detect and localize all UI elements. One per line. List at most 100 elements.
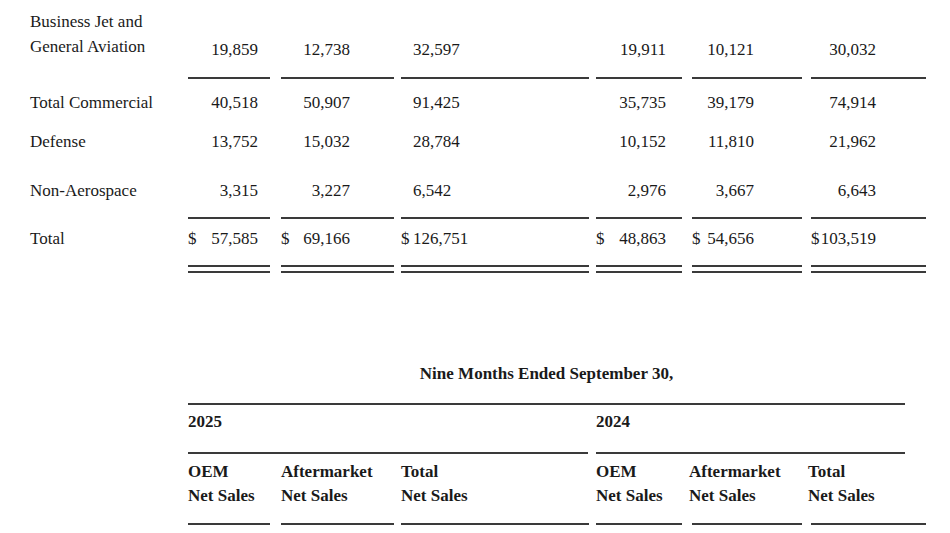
double-rule xyxy=(401,265,589,273)
table-cell: 19,859 xyxy=(188,38,270,61)
column-header-line1: Aftermarket xyxy=(689,460,781,484)
cell-value: 91,425 xyxy=(401,91,589,114)
row-label-line2: General Aviation xyxy=(30,34,145,59)
column-header-line1: Total xyxy=(401,460,468,484)
row-label-total-commercial: Total Commercial xyxy=(30,91,153,114)
currency-symbol: $ xyxy=(281,227,290,250)
table-cell: $126,751 xyxy=(401,227,589,250)
column-header-line1: Aftermarket xyxy=(281,460,373,484)
cell-value: 19,859 xyxy=(188,38,270,61)
column-header-line2: Net Sales xyxy=(808,484,875,508)
cell-value: 30,032 xyxy=(811,38,926,61)
double-rule xyxy=(188,265,270,273)
financial-statement-page: Business Jet and General Aviation 19,859… xyxy=(0,0,950,533)
column-header-line2: Net Sales xyxy=(596,484,663,508)
cell-value: 13,752 xyxy=(188,130,270,153)
column-rule xyxy=(692,77,802,79)
cell-value: 3,227 xyxy=(281,179,394,202)
column-header-total-2024: Total Net Sales xyxy=(808,460,875,508)
column-rule xyxy=(596,523,682,525)
table-cell: 39,179 xyxy=(692,91,802,114)
column-rule xyxy=(188,523,270,525)
cell-value: 69,166 xyxy=(281,227,394,250)
column-header-line1: Total xyxy=(808,460,875,484)
cell-value: 57,585 xyxy=(188,227,270,250)
column-rule xyxy=(188,77,270,79)
year-2024-header: 2024 xyxy=(596,410,630,433)
double-rule xyxy=(596,265,682,273)
row-label-non-aerospace: Non-Aerospace xyxy=(30,179,137,202)
table-cell: 32,597 xyxy=(401,38,589,61)
year-2024-rule xyxy=(596,452,905,454)
double-rule xyxy=(692,265,802,273)
cell-value: 103,519 xyxy=(811,227,926,250)
cell-value: 10,121 xyxy=(692,38,802,61)
column-rule xyxy=(692,217,802,219)
table-cell: $48,863 xyxy=(596,227,682,250)
table-cell: 12,738 xyxy=(281,38,394,61)
table-cell: 28,784 xyxy=(401,130,589,153)
table-cell: 30,032 xyxy=(811,38,926,61)
cell-value: 2,976 xyxy=(596,179,682,202)
cell-value: 6,542 xyxy=(401,179,589,202)
column-rule xyxy=(401,77,589,79)
currency-symbol: $ xyxy=(401,227,410,250)
currency-symbol: $ xyxy=(188,227,197,250)
cell-value: 19,911 xyxy=(596,38,682,61)
double-rule xyxy=(281,265,394,273)
column-header-line2: Net Sales xyxy=(188,484,255,508)
column-header-total-2025: Total Net Sales xyxy=(401,460,468,508)
column-rule xyxy=(811,523,926,525)
table-cell: 3,315 xyxy=(188,179,270,202)
table-cell: $69,166 xyxy=(281,227,394,250)
table-cell: 11,810 xyxy=(692,130,802,153)
cell-value: 11,810 xyxy=(692,130,802,153)
year-2025-header: 2025 xyxy=(188,410,222,433)
cell-value: 39,179 xyxy=(692,91,802,114)
column-rule xyxy=(401,217,589,219)
column-header-line2: Net Sales xyxy=(281,484,373,508)
cell-value: 28,784 xyxy=(401,130,589,153)
column-rule xyxy=(596,77,682,79)
column-rule xyxy=(692,523,802,525)
table-cell: 3,227 xyxy=(281,179,394,202)
table-cell: 91,425 xyxy=(401,91,589,114)
cell-value: 21,962 xyxy=(811,130,926,153)
row-label-total: Total xyxy=(30,227,65,250)
cell-value: 54,656 xyxy=(692,227,802,250)
column-rule xyxy=(811,77,926,79)
currency-symbol: $ xyxy=(811,227,820,250)
table-cell: $57,585 xyxy=(188,227,270,250)
column-header-aftermarket-2025: Aftermarket Net Sales xyxy=(281,460,373,508)
table-cell: 21,962 xyxy=(811,130,926,153)
table-cell: 13,752 xyxy=(188,130,270,153)
column-rule xyxy=(811,217,926,219)
cell-value: 126,751 xyxy=(401,227,589,250)
cell-value: 3,315 xyxy=(188,179,270,202)
table-cell: 15,032 xyxy=(281,130,394,153)
column-header-line1: OEM xyxy=(596,460,663,484)
currency-symbol: $ xyxy=(692,227,701,250)
cell-value: 48,863 xyxy=(596,227,682,250)
cell-value: 10,152 xyxy=(596,130,682,153)
double-rule xyxy=(811,265,926,273)
column-header-oem-2024: OEM Net Sales xyxy=(596,460,663,508)
cell-value: 32,597 xyxy=(401,38,589,61)
table-cell: 74,914 xyxy=(811,91,926,114)
column-rule xyxy=(281,523,394,525)
cell-value: 74,914 xyxy=(811,91,926,114)
cell-value: 50,907 xyxy=(281,91,394,114)
cell-value: 15,032 xyxy=(281,130,394,153)
column-rule xyxy=(281,77,394,79)
column-header-line1: OEM xyxy=(188,460,255,484)
column-rule xyxy=(596,217,682,219)
column-header-line2: Net Sales xyxy=(401,484,468,508)
table2-top-rule xyxy=(188,403,905,405)
table-cell: 6,542 xyxy=(401,179,589,202)
cell-value: 6,643 xyxy=(811,179,926,202)
row-label-defense: Defense xyxy=(30,130,86,153)
table-cell: $54,656 xyxy=(692,227,802,250)
column-header-oem-2025: OEM Net Sales xyxy=(188,460,255,508)
currency-symbol: $ xyxy=(596,227,605,250)
table-cell: $103,519 xyxy=(811,227,926,250)
